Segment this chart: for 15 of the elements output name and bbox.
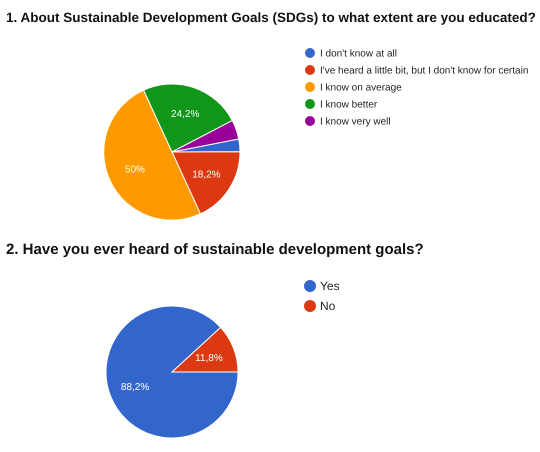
data-label: 88,2% (120, 382, 150, 393)
chart-title: 2. Have you ever heard of sustainable development goals? (6, 241, 424, 258)
data-label: 11,8% (195, 353, 223, 364)
data-label: 50% (124, 164, 146, 176)
pie-slice (106, 306, 238, 438)
legend-label: I know on average (320, 82, 402, 94)
legend-label: Yes (320, 279, 340, 294)
legend-label: I don't know at all (320, 48, 397, 60)
legend-label: I've heard a little bit, but I don't know for certain (320, 66, 528, 76)
legend-label: I know very well (320, 116, 391, 128)
legend-label: I know better (320, 100, 378, 110)
data-label: 18,2% (192, 169, 221, 180)
data-label: 24,2% (171, 108, 200, 120)
legend-label: No (320, 299, 336, 314)
chart-title: 1. About Sustainable Development Goals (SDGs) to what extent are you educated? (6, 10, 536, 25)
